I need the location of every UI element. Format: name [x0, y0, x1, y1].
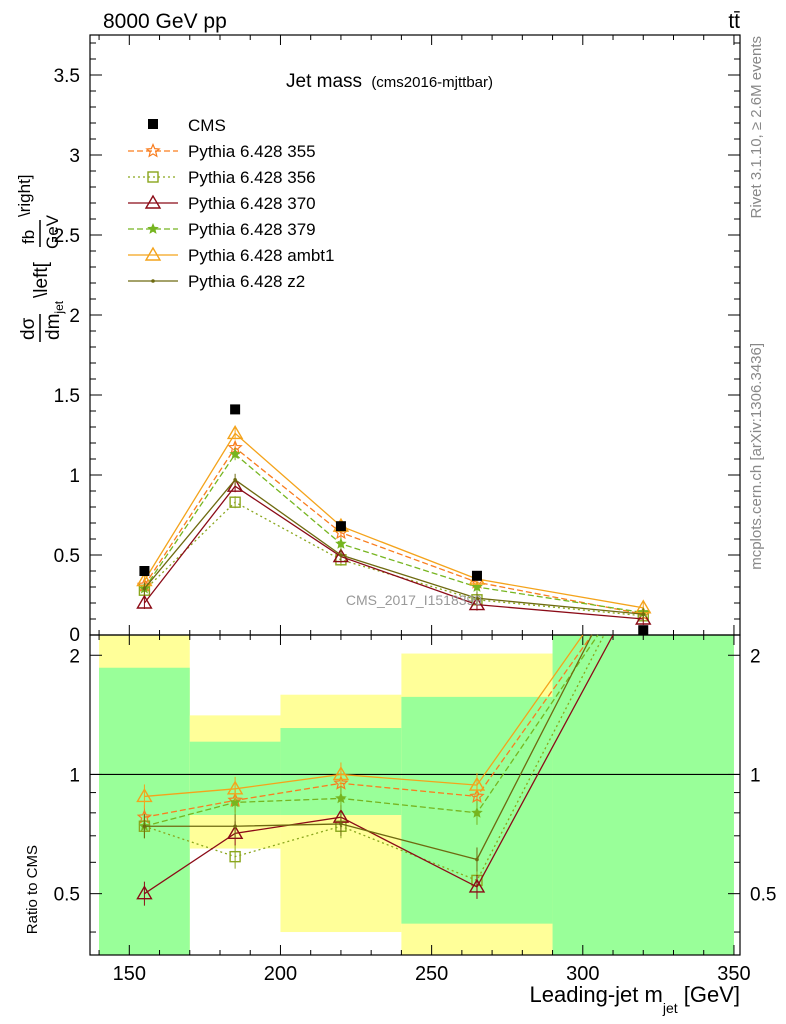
ratio-y-tick-label: 0.5: [54, 885, 80, 906]
x-tick-label: 250: [415, 963, 448, 985]
svg-text:\right]: \right]: [15, 174, 34, 217]
marker-triangle: [468, 596, 486, 611]
marker-triangle: [468, 776, 486, 791]
legend-label: Pythia 6.428 355: [188, 142, 316, 161]
marker-dot: [233, 824, 237, 829]
ratio-y-tick-label: 1: [69, 765, 80, 786]
marker-square: [147, 171, 159, 183]
series-line-3: [143, 453, 644, 614]
x-tick-label: 300: [566, 963, 599, 985]
series-line-0: [143, 446, 644, 615]
y-tick-label: 1: [69, 466, 80, 487]
chart-title-sub: (cms2016-mjttbar): [371, 74, 493, 91]
marker-triangle: [226, 824, 244, 840]
cms-point: [638, 625, 649, 636]
marker-star: [469, 788, 485, 803]
x-tick-label: 150: [113, 963, 146, 985]
legend-label: Pythia 6.428 370: [188, 194, 316, 213]
marker-triangle: [332, 766, 350, 781]
process-label: tt̄: [728, 10, 740, 33]
marker-dot: [339, 553, 343, 557]
legend-label: Pythia 6.428 356: [188, 168, 316, 187]
ratio-y-tick-label: 2: [69, 646, 80, 667]
marker-dot: [142, 824, 147, 829]
ratio-frame: [89, 634, 741, 956]
legend: CMS Pythia 6.428 355 Pythia 6.428 356 Pythi…: [128, 116, 334, 291]
marker-triangle: [226, 780, 244, 795]
ratio-y-tick-label-right: 0.5: [750, 885, 776, 906]
y-tick-label: 2: [69, 306, 80, 327]
marker-star: [471, 806, 483, 818]
legend-label: Pythia 6.428 379: [188, 220, 316, 239]
svg-text:GeV: GeV: [43, 214, 62, 249]
main-plot: 0.5 1 1.5 2 2.5 3 3.5 CMS Pythia 6.428 355 Pythia…: [54, 34, 741, 636]
marker-star: [147, 222, 159, 234]
marker-triangle: [226, 425, 244, 440]
y-tick-label: 2.5: [54, 226, 80, 247]
marker-dot: [151, 279, 155, 283]
marker-dot: [475, 857, 479, 862]
x-tick-label: 200: [264, 963, 297, 985]
legend-label: Pythia 6.428 ambt1: [188, 246, 334, 265]
y-tick-label: 3.5: [54, 66, 80, 87]
y-zero-label: 0: [69, 625, 80, 646]
marker-star: [335, 537, 347, 549]
svg-text:\left[: \left[: [31, 261, 52, 298]
legend-label: CMS: [188, 116, 226, 135]
series-line-4: [143, 432, 644, 609]
marker-dot: [233, 478, 237, 482]
cms-point: [230, 404, 241, 415]
marker-star: [335, 792, 347, 804]
marker-star: [229, 448, 241, 460]
svg-text:dσ: dσ: [18, 317, 39, 340]
marker-square: [229, 850, 241, 863]
main-ylabel: dσ dmjet \left[ fb GeV \right]: [15, 174, 66, 342]
marker-triangle: [136, 594, 153, 609]
marker-dot: [475, 596, 479, 600]
chart-title-main: Jet mass: [286, 71, 362, 92]
y-tick-label: 3: [69, 146, 80, 167]
marker-triangle: [136, 885, 153, 900]
ratio-bands: [99, 635, 734, 955]
legend-cms-marker: [148, 119, 158, 129]
marker-dot: [339, 822, 343, 826]
chart-title: Jet mass (cms2016-mjttbar): [286, 71, 493, 92]
energy-label: 8000 GeV pp: [103, 10, 227, 33]
marker-triangle: [144, 194, 162, 209]
ratio-y-tick-label-right: 1: [750, 765, 761, 786]
cms-point: [335, 521, 346, 532]
ratio-plot: 150 200 250 300 350 0.5 0.5 1 1 2 2: [54, 634, 776, 985]
y-tick-label: 1.5: [54, 386, 80, 407]
mcplots-label: mcplots.cern.ch [arXiv:1306.3436]: [748, 343, 765, 570]
marker-triangle: [136, 788, 153, 803]
marker-star: [471, 580, 483, 592]
band-green-4: [552, 635, 734, 955]
marker-triangle: [226, 477, 244, 492]
svg-text:fb: fb: [19, 230, 38, 244]
marker-dot: [641, 612, 646, 616]
svg-text:dmjet: dmjet: [43, 300, 66, 340]
marker-star: [229, 796, 241, 808]
ratio-y-tick-label-right: 2: [750, 646, 761, 667]
legend-label: Pythia 6.428 z2: [188, 272, 305, 291]
x-tick-label: 350: [717, 963, 750, 985]
ratio-ylabel: Ratio to CMS: [24, 845, 41, 934]
cms-point: [139, 566, 150, 576]
marker-triangle: [468, 878, 486, 893]
marker-square: [229, 496, 241, 508]
x-axis-label: Leading-jet mjet [GeV]: [530, 982, 740, 1016]
marker-triangle: [635, 610, 652, 625]
cms-point: [471, 570, 482, 581]
rivet-label: Rivet 3.1.10, ≥ 2.6M events: [748, 36, 765, 219]
marker-dot: [142, 586, 147, 591]
watermark: CMS_2017_I1518399: [346, 592, 482, 608]
marker-triangle: [144, 246, 162, 261]
marker-star: [145, 142, 161, 158]
y-tick-label: 0.5: [54, 546, 80, 567]
